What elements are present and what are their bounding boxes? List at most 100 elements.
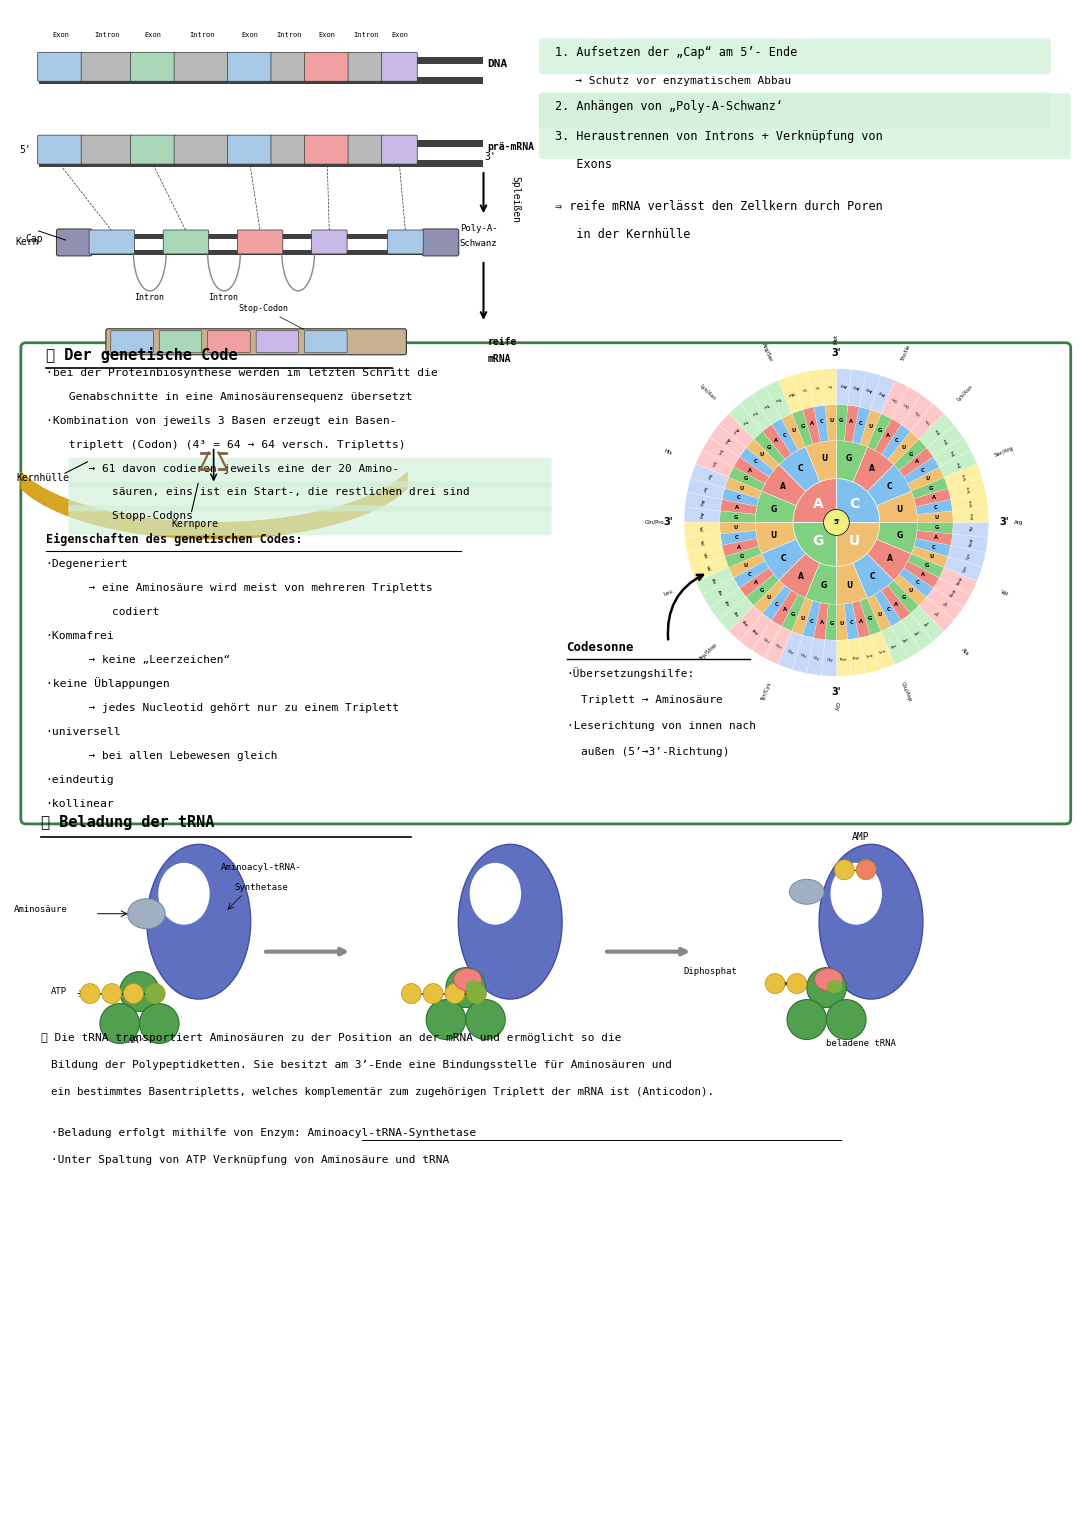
Text: G: G xyxy=(733,515,738,521)
Text: außen (5’→3’-Richtung): außen (5’→3’-Richtung) xyxy=(581,747,730,757)
Wedge shape xyxy=(793,522,836,567)
Text: Asp: Asp xyxy=(741,620,750,628)
Text: Phe: Phe xyxy=(839,658,847,663)
Text: Val: Val xyxy=(702,553,707,559)
Text: 3': 3' xyxy=(1000,518,1010,527)
Text: ·kollinear: ·kollinear xyxy=(45,799,114,809)
Wedge shape xyxy=(888,580,919,614)
Text: Leu: Leu xyxy=(878,649,887,655)
Wedge shape xyxy=(912,478,948,499)
Circle shape xyxy=(835,860,854,880)
Wedge shape xyxy=(848,638,866,675)
Wedge shape xyxy=(687,545,725,567)
Text: Eigenschaften des genetischen Codes:: Eigenschaften des genetischen Codes: xyxy=(45,533,302,547)
Circle shape xyxy=(427,1000,465,1040)
Wedge shape xyxy=(927,425,963,457)
Text: A: A xyxy=(859,618,863,623)
Text: U: U xyxy=(759,452,764,457)
Text: Ile: Ile xyxy=(814,385,819,389)
Text: Exon: Exon xyxy=(242,32,259,38)
FancyBboxPatch shape xyxy=(348,52,383,81)
Text: Ser: Ser xyxy=(705,472,711,479)
FancyBboxPatch shape xyxy=(388,231,423,253)
Text: Gln/Pro: Gln/Pro xyxy=(645,519,664,525)
Text: Intron: Intron xyxy=(276,32,301,38)
Wedge shape xyxy=(729,554,765,577)
Wedge shape xyxy=(916,499,953,515)
Ellipse shape xyxy=(831,863,882,925)
Wedge shape xyxy=(914,539,950,557)
Wedge shape xyxy=(891,620,921,658)
Wedge shape xyxy=(684,522,720,538)
Wedge shape xyxy=(710,588,746,620)
Text: A: A xyxy=(748,467,752,473)
Circle shape xyxy=(787,1000,826,1040)
Text: ·universell: ·universell xyxy=(45,727,121,738)
Wedge shape xyxy=(891,386,921,425)
Text: U: U xyxy=(740,486,744,490)
Text: G: G xyxy=(902,596,906,600)
Text: A: A xyxy=(915,460,919,464)
Text: U: U xyxy=(846,582,852,591)
Wedge shape xyxy=(860,409,881,447)
Ellipse shape xyxy=(465,980,482,993)
Text: ·Leserichtung von innen nach: ·Leserichtung von innen nach xyxy=(567,721,756,731)
Wedge shape xyxy=(881,425,910,460)
Text: Val: Val xyxy=(698,525,702,533)
Text: Arg: Arg xyxy=(839,383,847,388)
Text: Arg: Arg xyxy=(1014,519,1023,525)
Wedge shape xyxy=(779,376,802,414)
Text: U: U xyxy=(929,554,933,559)
Text: U: U xyxy=(829,418,834,423)
Wedge shape xyxy=(691,557,729,582)
Wedge shape xyxy=(836,640,851,676)
FancyBboxPatch shape xyxy=(539,93,1070,159)
Wedge shape xyxy=(793,371,813,409)
Text: Ser/Arg: Ser/Arg xyxy=(994,446,1015,458)
Text: ℘ Die tRNA transportiert Aminosäuren zu der Position an der mRNA und ermöglicht : ℘ Die tRNA transportiert Aminosäuren zu … xyxy=(41,1034,621,1043)
Text: Codesonne: Codesonne xyxy=(567,641,634,654)
Text: Gln: Gln xyxy=(903,402,910,408)
Text: Diphosphat: Diphosphat xyxy=(684,967,737,976)
Wedge shape xyxy=(807,370,825,406)
Text: Val: Val xyxy=(1000,589,1010,597)
Text: G: G xyxy=(929,486,933,490)
Text: reife: reife xyxy=(487,337,517,347)
Text: Intron: Intron xyxy=(208,293,239,302)
Wedge shape xyxy=(822,368,836,405)
FancyBboxPatch shape xyxy=(81,52,133,81)
Text: Aminoacyl-tRNA-: Aminoacyl-tRNA- xyxy=(220,863,301,872)
Wedge shape xyxy=(894,440,927,470)
Text: → bei allen Lebewesen gleich: → bei allen Lebewesen gleich xyxy=(76,751,278,760)
FancyBboxPatch shape xyxy=(89,231,135,253)
Text: C: C xyxy=(783,432,786,438)
Wedge shape xyxy=(691,464,729,489)
FancyBboxPatch shape xyxy=(68,481,552,512)
Text: Exon: Exon xyxy=(52,32,69,38)
Text: U: U xyxy=(770,530,777,539)
Wedge shape xyxy=(910,606,944,641)
Wedge shape xyxy=(899,568,933,597)
Text: Val: Val xyxy=(699,539,704,547)
Wedge shape xyxy=(904,560,940,588)
Bar xyxy=(39,76,484,84)
Text: A: A xyxy=(774,438,779,443)
Ellipse shape xyxy=(470,863,521,925)
Wedge shape xyxy=(845,405,860,443)
Text: U: U xyxy=(896,505,903,515)
Text: Gly: Gly xyxy=(799,654,807,658)
Ellipse shape xyxy=(458,844,562,999)
Wedge shape xyxy=(719,512,756,522)
Text: U: U xyxy=(792,428,796,434)
Wedge shape xyxy=(825,405,836,441)
Text: ATP: ATP xyxy=(51,986,67,996)
Text: A: A xyxy=(934,534,939,541)
Wedge shape xyxy=(684,507,720,522)
FancyBboxPatch shape xyxy=(21,342,1070,825)
Wedge shape xyxy=(729,403,762,440)
Text: G: G xyxy=(839,418,843,423)
Wedge shape xyxy=(845,603,860,640)
Text: Kernpore: Kernpore xyxy=(171,519,218,530)
Wedge shape xyxy=(848,370,866,406)
Circle shape xyxy=(465,1000,505,1040)
